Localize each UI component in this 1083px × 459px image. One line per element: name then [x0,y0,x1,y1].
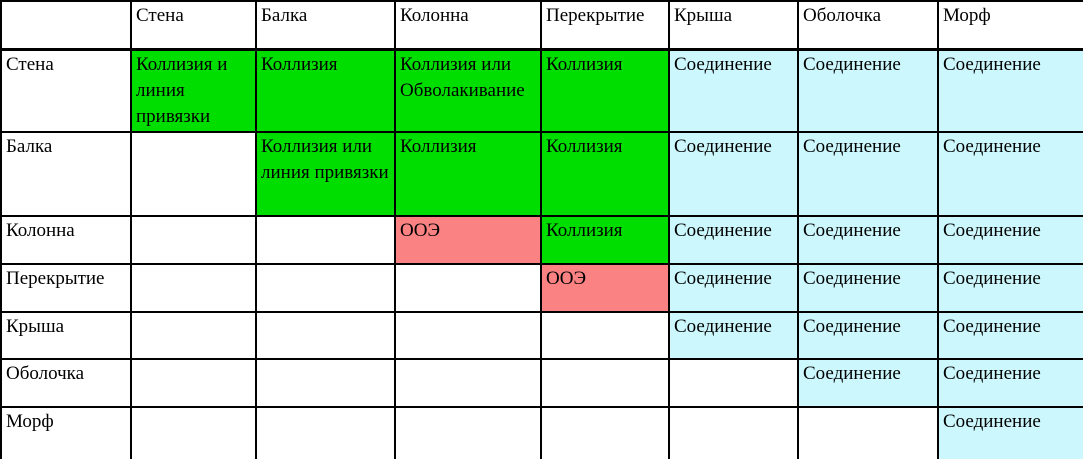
table-cell: Соединение [937,214,1083,265]
row-header: Крыша [0,310,132,360]
corner-cell [0,0,132,51]
table-cell [130,405,257,459]
column-header: Колонна [394,0,542,51]
table-cell [540,310,670,360]
table-cell: Коллизия [540,214,670,265]
table-cell: Коллизия [394,130,542,217]
table-cell: Коллизия или Обволакивание [394,48,542,133]
table-cell [130,310,257,360]
table-cell [130,130,257,217]
table-cell [255,357,396,408]
table-cell: Коллизия [255,48,396,133]
row-header: Балка [0,130,132,217]
table-cell [130,262,257,313]
table-cell [394,262,542,313]
table-cell: Соединение [937,357,1083,408]
row-header: Колонна [0,214,132,265]
table-cell: Соединение [668,130,799,217]
table-cell: Соединение [668,310,799,360]
table-cell: Соединение [797,262,939,313]
column-header: Морф [937,0,1083,51]
table-cell: Соединение [797,357,939,408]
table-cell: Соединение [668,262,799,313]
row-header: Стена [0,48,132,133]
row-header: Перекрытие [0,262,132,313]
table-cell: Соединение [797,214,939,265]
table-header: Стена Балка Колонна Перекрытие Крыша Оболочка… [0,0,1083,51]
column-header: Балка [255,0,396,51]
table-cell: Соединение [937,130,1083,217]
table-row: Крыша Соединение Соединение Соединение [0,310,1083,360]
table-cell: Соединение [797,130,939,217]
header-row: Стена Балка Колонна Перекрытие Крыша Оболочка… [0,0,1083,51]
column-header: Оболочка [797,0,939,51]
table-cell: ООЭ [540,262,670,313]
table-cell: Соединение [797,48,939,133]
table-cell: Соединение [937,48,1083,133]
table-cell: Соединение [937,262,1083,313]
table-cell: Соединение [668,48,799,133]
row-header: Морф [0,405,132,459]
table-cell [394,310,542,360]
column-header: Перекрытие [540,0,670,51]
table-cell: Коллизия [540,130,670,217]
table-cell: Соединение [668,214,799,265]
table-row: Балка Коллизия или линия привязки Коллизия… [0,130,1083,217]
table-cell [797,405,939,459]
table-cell [668,405,799,459]
column-header: Стена [130,0,257,51]
table-cell: Коллизия [540,48,670,133]
table-row: Оболочка Соединение Соединение [0,357,1083,408]
table-cell [668,357,799,408]
table-cell: Соединение [937,405,1083,459]
table-cell [540,405,670,459]
table-cell [130,357,257,408]
table-row: Морф Соединение [0,405,1083,459]
table-cell [255,214,396,265]
column-header: Крыша [668,0,799,51]
table-row: Колонна ООЭ Коллизия Соединение Соединение Со… [0,214,1083,265]
table-cell: Коллизия и линия привязки [130,48,257,133]
table-cell: Коллизия или линия привязки [255,130,396,217]
table-cell: Соединение [937,310,1083,360]
table-cell: Соединение [797,310,939,360]
table-cell [540,357,670,408]
table-row: Перекрытие ООЭ Соединение Соединение Соедине… [0,262,1083,313]
row-header: Оболочка [0,357,132,408]
table-cell [394,405,542,459]
table-cell: ООЭ [394,214,542,265]
table-body: Стена Коллизия и линия привязки Коллизия Ко… [0,48,1083,459]
table-cell [255,405,396,459]
table-cell [130,214,257,265]
table-row: Стена Коллизия и линия привязки Коллизия Ко… [0,48,1083,133]
table-cell [394,357,542,408]
table-cell [255,310,396,360]
table-cell [255,262,396,313]
